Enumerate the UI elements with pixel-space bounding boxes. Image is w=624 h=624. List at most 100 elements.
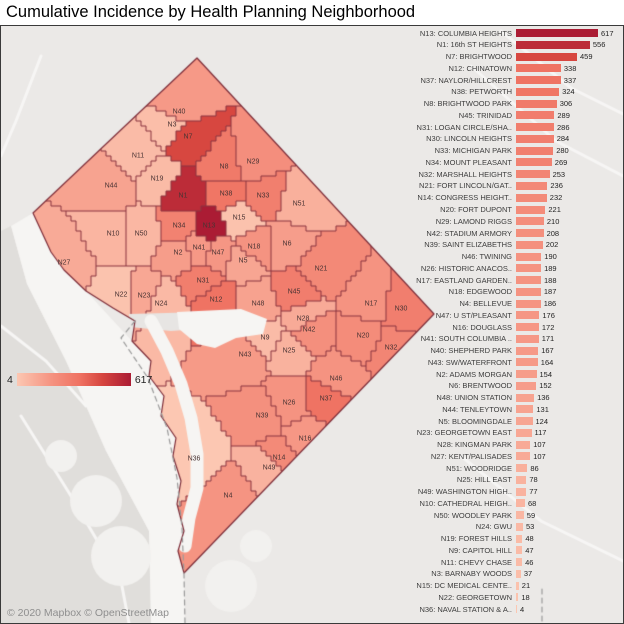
bar-N30[interactable] (516, 134, 554, 143)
bar-N13[interactable] (516, 29, 598, 38)
bar-N5[interactable] (516, 417, 533, 426)
map-region-label-N7[interactable]: N7 (183, 133, 193, 141)
map-region-label-N28[interactable]: N28 (296, 315, 310, 323)
bar-N47[interactable] (516, 311, 540, 320)
map-region-label-N15[interactable]: N15 (232, 214, 246, 222)
map-region-label-N46[interactable]: N46 (329, 375, 343, 383)
bar-N3[interactable] (516, 569, 521, 578)
map-region-label-N21[interactable]: N21 (314, 265, 328, 273)
map-region-label-N19[interactable]: N19 (150, 175, 164, 183)
map-region-label-N50[interactable]: N50 (134, 230, 148, 238)
map-region-label-N9[interactable]: N9 (260, 334, 270, 342)
bar-N2[interactable] (516, 370, 537, 379)
bar-N36[interactable] (516, 605, 517, 614)
bar-N15[interactable] (516, 581, 519, 590)
bar-N46[interactable] (516, 252, 542, 261)
map-region-label-N11[interactable]: N11 (131, 152, 145, 160)
map-region-label-N29[interactable]: N29 (246, 158, 260, 166)
bar-N12[interactable] (516, 64, 561, 73)
bar-N20[interactable] (516, 205, 546, 214)
bar-N38[interactable] (516, 87, 560, 96)
bar-N19[interactable] (516, 534, 523, 543)
map-region-label-N2[interactable]: N2 (173, 249, 183, 257)
map-region-label-N13[interactable]: N13 (202, 222, 216, 230)
map-region-label-N20[interactable]: N20 (356, 332, 370, 340)
map-region-label-N47[interactable]: N47 (211, 249, 225, 257)
bar-N40[interactable] (516, 346, 539, 355)
bar-N44[interactable] (516, 405, 534, 414)
bar-N45[interactable] (516, 111, 555, 120)
map-region-label-N49[interactable]: N49 (262, 464, 276, 472)
map-region-label-N25[interactable]: N25 (282, 347, 296, 355)
map-region-label-N30[interactable]: N30 (394, 305, 408, 313)
bar-N21[interactable] (516, 181, 548, 190)
bar-N6[interactable] (516, 381, 537, 390)
map-region-label-N38[interactable]: N38 (219, 190, 233, 198)
bar-N16[interactable] (516, 323, 539, 332)
bar-N10[interactable] (516, 499, 525, 508)
map-region-label-N17[interactable]: N17 (364, 300, 378, 308)
bar-N34[interactable] (516, 158, 552, 167)
map-region-label-N39[interactable]: N39 (255, 412, 269, 420)
map-region-label-N42[interactable]: N42 (302, 326, 316, 334)
bar-N29[interactable] (516, 217, 544, 226)
bar-N28[interactable] (516, 440, 531, 449)
bar-N31[interactable] (516, 123, 554, 132)
bar-N39[interactable] (516, 240, 543, 249)
map-region-label-N4[interactable]: N4 (223, 492, 233, 500)
map-region-label-N16[interactable]: N16 (298, 435, 312, 443)
bar-N17[interactable] (516, 276, 541, 285)
bar-N32[interactable] (516, 170, 550, 179)
bar-N27[interactable] (516, 452, 531, 461)
map-region-label-N1[interactable]: N1 (178, 192, 188, 200)
bar-N48[interactable] (516, 393, 535, 402)
bar-N25[interactable] (516, 475, 527, 484)
bar-N11[interactable] (516, 558, 523, 567)
map-region-label-N34[interactable]: N34 (172, 222, 186, 230)
bar-N50[interactable] (516, 511, 524, 520)
map-region-label-N24[interactable]: N24 (154, 300, 168, 308)
map-region-label-N40[interactable]: N40 (172, 108, 186, 116)
map-region-label-N51[interactable]: N51 (292, 200, 306, 208)
map-region-label-N32[interactable]: N32 (384, 344, 398, 352)
map-region-label-N18[interactable]: N18 (247, 243, 261, 251)
map-region-label-N37[interactable]: N37 (319, 395, 333, 403)
bar-N4[interactable] (516, 299, 541, 308)
bar-N42[interactable] (516, 229, 544, 238)
bar-N24[interactable] (516, 522, 523, 531)
bar-N9[interactable] (516, 546, 523, 555)
map-region-label-N43[interactable]: N43 (238, 351, 252, 359)
map-region-label-N44[interactable]: N44 (104, 182, 118, 190)
bar-N8[interactable] (516, 99, 557, 108)
bar-N51[interactable] (516, 464, 528, 473)
bar-N49[interactable] (516, 487, 527, 496)
map-region-label-N45[interactable]: N45 (287, 288, 301, 296)
map-region-label-N12[interactable]: N12 (209, 296, 223, 304)
bar-N43[interactable] (516, 358, 538, 367)
map-region-label-N33[interactable]: N33 (256, 192, 270, 200)
bar-N23[interactable] (516, 428, 532, 437)
map-region-label-N31[interactable]: N31 (196, 277, 210, 285)
map-region-label-N5[interactable]: N5 (238, 257, 248, 265)
bar-N7[interactable] (516, 52, 577, 61)
map-region-label-N22[interactable]: N22 (114, 291, 128, 299)
map-region-label-N41[interactable]: N41 (192, 244, 206, 252)
map-region-label-N48[interactable]: N48 (251, 300, 265, 308)
bar-N37[interactable] (516, 76, 561, 85)
map-region-label-N27[interactable]: N27 (57, 259, 71, 267)
map-region-label-N23[interactable]: N23 (137, 292, 151, 300)
bar-N14[interactable] (516, 193, 547, 202)
map-region-label-N3[interactable]: N3 (167, 121, 177, 129)
map-region-label-N36[interactable]: N36 (187, 455, 201, 463)
bar-N22[interactable] (516, 593, 519, 602)
map-region-label-N26[interactable]: N26 (282, 399, 296, 407)
map-region-label-N14[interactable]: N14 (272, 454, 286, 462)
bar-N1[interactable] (516, 40, 590, 49)
bar-N41[interactable] (516, 334, 539, 343)
bar-N18[interactable] (516, 287, 541, 296)
bar-N33[interactable] (516, 146, 554, 155)
map-region-label-N6[interactable]: N6 (282, 240, 292, 248)
bar-N26[interactable] (516, 264, 542, 273)
map-attribution[interactable]: © 2020 Mapbox © OpenStreetMap (7, 607, 169, 619)
map-region-label-N8[interactable]: N8 (219, 163, 229, 171)
